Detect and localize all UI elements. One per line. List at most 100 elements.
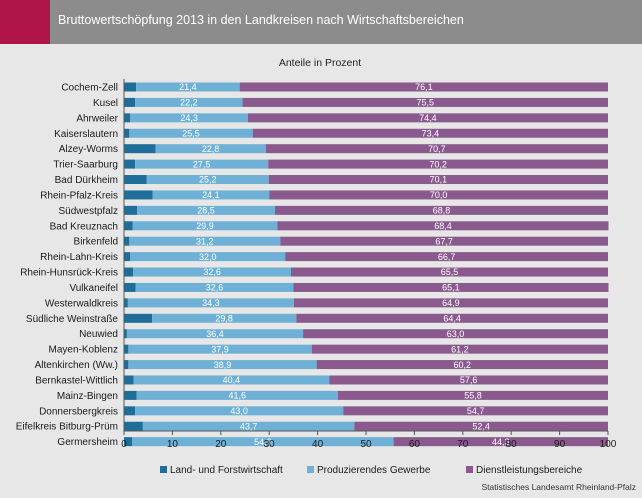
legend-label: Produzierendes Gewerbe	[317, 465, 431, 476]
category-label: Cochem-Zell	[61, 83, 118, 94]
bar-segment	[275, 205, 608, 215]
title-accent	[0, 0, 50, 44]
category-labels: Cochem-Zell Kusel Ahrweiler Kaiserslautern A…	[16, 83, 119, 449]
bar-segment	[133, 267, 291, 277]
x-tick-label: 50	[360, 439, 372, 450]
bar-segment	[265, 144, 608, 154]
data-label: 31,2	[196, 236, 214, 246]
bar-segment	[311, 344, 608, 354]
data-label: 70,1	[430, 175, 448, 185]
x-tick-label: 60	[409, 439, 421, 450]
x-tick-label: 0	[121, 439, 127, 450]
bar-segment	[136, 82, 240, 92]
bar-segment	[142, 421, 355, 431]
category-label: Rhein-Lahn-Kreis	[40, 252, 118, 263]
data-label: 54,7	[467, 406, 485, 416]
bar-segment	[135, 406, 344, 416]
data-label: 64,4	[443, 314, 461, 324]
bar-segment	[124, 390, 137, 400]
category-label: Rhein-Pfalz-Kreis	[40, 190, 118, 201]
bar-segment	[152, 313, 297, 323]
bar-segment	[129, 128, 253, 138]
data-label: 32,0	[199, 252, 217, 262]
bar-segment	[239, 82, 608, 92]
data-label: 65,5	[441, 267, 459, 277]
category-label: Donnersbergkreis	[39, 406, 118, 417]
legend-label: Land- und Forstwirtschaft	[170, 465, 283, 476]
bar-segment	[337, 390, 608, 400]
bar-segment	[354, 421, 608, 431]
data-label: 38,9	[214, 360, 232, 370]
bar-segment	[133, 375, 330, 385]
bar-segment	[268, 175, 608, 185]
bar-segment	[135, 159, 269, 169]
bar-segment	[296, 313, 608, 323]
bar-segment	[124, 252, 131, 262]
x-tick-label: 90	[554, 439, 566, 450]
data-label: 70,0	[430, 190, 448, 200]
data-label: 32,6	[203, 267, 221, 277]
data-label: 43,0	[230, 406, 248, 416]
category-label: Neuwied	[79, 329, 118, 340]
x-tick-label: 30	[264, 439, 276, 450]
data-label: 52,4	[472, 421, 490, 431]
bar-segment	[277, 221, 609, 231]
data-label: 24,3	[180, 113, 198, 123]
category-label: Birkenfeld	[74, 237, 118, 248]
bars-group: 21,4 76,1 22,2 75,5 24,3 74,4 25,5 73,4 22,8 70,7…	[124, 82, 609, 447]
legend-label: Dienstleistungsbereiche	[476, 465, 583, 476]
category-label: Trier-Saarburg	[53, 160, 118, 171]
category-label: Ahrweiler	[76, 113, 118, 124]
bar-segment	[155, 144, 266, 154]
data-label: 37,9	[211, 344, 229, 354]
legend: Land- und Forstwirtschaft Produzierendes …	[160, 465, 583, 476]
bar-segment	[135, 97, 243, 107]
category-label: Südliche Weinstraße	[26, 314, 119, 325]
bar-segment	[268, 159, 608, 169]
source-note: Statistisches Landesamt Rheinland-Pfalz	[481, 482, 637, 492]
data-label: 67,7	[435, 236, 453, 246]
bar-segment	[252, 128, 608, 138]
data-label: 34,3	[202, 298, 220, 308]
bar-segment	[124, 221, 133, 231]
data-label: 64,9	[442, 298, 460, 308]
data-label: 74,4	[419, 113, 437, 123]
data-label: 57,6	[460, 375, 478, 385]
category-label: Vulkaneifel	[69, 283, 118, 294]
bar-segment	[152, 190, 270, 200]
x-tick-label: 100	[600, 439, 617, 450]
data-label: 44,3	[492, 437, 510, 447]
category-label: Eifelkreis Bitburg-Prüm	[16, 422, 118, 433]
bar-segment	[124, 406, 136, 416]
bar-segment	[126, 329, 304, 339]
bar-segment	[146, 175, 269, 185]
data-label: 55,8	[464, 391, 482, 401]
data-label: 54,0	[254, 437, 272, 447]
bar-segment	[124, 128, 130, 138]
bar-segment	[130, 252, 286, 262]
category-label: Kusel	[93, 98, 118, 109]
bar-segment	[124, 175, 147, 185]
bar-segment	[129, 236, 281, 246]
bar-segment	[124, 360, 129, 370]
bar-segment	[124, 282, 136, 292]
bar-segment	[124, 205, 138, 215]
bar-segment	[124, 236, 130, 246]
bar-segment	[124, 421, 143, 431]
data-label: 70,7	[428, 144, 446, 154]
data-label: 25,2	[199, 175, 217, 185]
bar-segment	[127, 298, 294, 308]
data-label: 43,7	[240, 421, 258, 431]
bar-segment	[393, 437, 608, 447]
category-label: Rhein-Hunsrück-Kreis	[20, 268, 118, 279]
bar-segment	[124, 190, 153, 200]
bar-segment	[124, 375, 134, 385]
bar-segment	[136, 390, 338, 400]
bar-segment	[124, 113, 131, 123]
bar-segment	[124, 437, 133, 447]
bar-segment	[329, 375, 608, 385]
x-tick-label: 70	[457, 439, 469, 450]
bar-segment	[290, 267, 608, 277]
data-label: 40,4	[223, 375, 241, 385]
